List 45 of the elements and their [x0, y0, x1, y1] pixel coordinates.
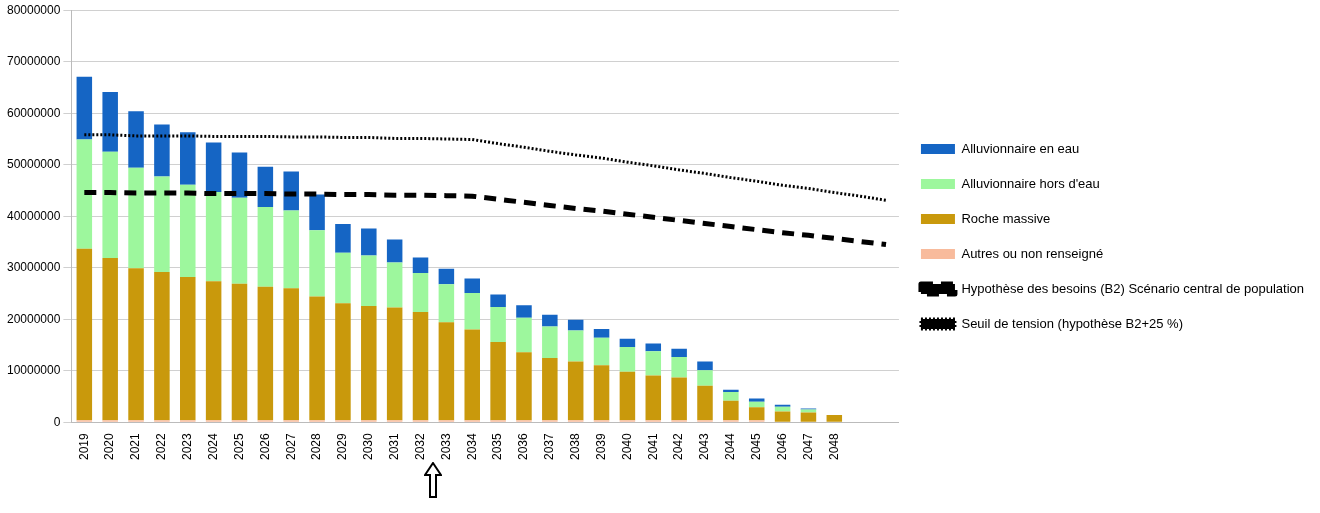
y-tick-label: 70000000 [7, 54, 61, 69]
x-tick-label: 2020 [102, 432, 117, 461]
y-tick-label: 20000000 [7, 311, 61, 326]
x-tick-label: 2028 [309, 432, 324, 461]
y-tick-label: 10000000 [7, 363, 61, 378]
y-tick-label: 80000000 [7, 2, 61, 17]
x-tick-label: 2030 [361, 432, 376, 461]
x-tick-label: 2021 [128, 432, 143, 461]
x-tick-label: 2024 [205, 432, 220, 461]
y-tick-label: 60000000 [7, 105, 61, 120]
x-tick-label: 2040 [619, 432, 634, 461]
x-tick-label: 2025 [231, 432, 246, 461]
x-tick-label: 2033 [438, 432, 453, 461]
legend-label: Autres ou non renseigné [961, 245, 1104, 261]
legend-label: Roche massive [961, 210, 1051, 226]
x-tick-label: 2037 [542, 432, 557, 461]
x-tick-label: 2029 [335, 432, 350, 461]
x-tick-label: 2038 [568, 432, 582, 461]
x-tick-label: 2019 [76, 432, 91, 461]
x-tick-label: 2031 [386, 432, 401, 461]
x-tick-label: 2046 [774, 432, 789, 461]
legend-label: Alluvionnaire hors d'eau [961, 175, 1100, 191]
x-tick-label: 2023 [180, 432, 195, 461]
x-tick-label: 2034 [464, 432, 479, 461]
x-tick-label: 2047 [800, 432, 815, 461]
x-tick-label: 2027 [283, 432, 298, 461]
y-tick-label: 50000000 [7, 157, 61, 172]
x-tick-label: 2026 [257, 432, 272, 461]
x-tick-label: 2036 [516, 432, 531, 461]
x-tick-label: 2048 [826, 432, 841, 461]
y-tick-label: 0 [53, 414, 61, 429]
x-tick-label: 2044 [723, 432, 738, 461]
y-tick-label: 40000000 [7, 208, 61, 223]
legend-label: Hypothèse des besoins (B2) Scénario central de population [961, 280, 1304, 296]
x-tick-label: 2032 [412, 432, 427, 461]
legend-label: Alluvionnaire en eau [961, 140, 1080, 156]
legend-label: Seuil de tension (hypothèse B2+25 %) [961, 315, 1183, 331]
x-tick-label: 2045 [749, 432, 764, 461]
x-tick-label: 2042 [671, 432, 686, 461]
x-tick-label: 2043 [697, 432, 712, 461]
x-tick-label: 2041 [645, 432, 660, 461]
x-tick-label: 2022 [154, 432, 169, 461]
y-tick-label: 30000000 [7, 260, 61, 275]
x-tick-label: 2035 [490, 432, 505, 461]
x-tick-label: 2039 [593, 432, 608, 461]
